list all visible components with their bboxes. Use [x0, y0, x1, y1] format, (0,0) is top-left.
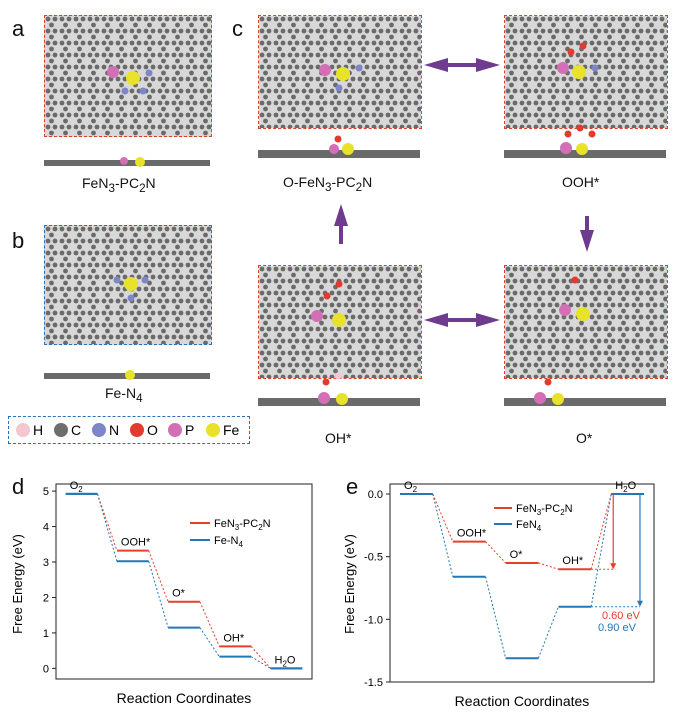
chart-d-xlabel: Reaction Coordinates [117, 690, 252, 706]
e-gap-arrowhead-2 [636, 600, 643, 607]
e-ytick-label: 0.0 [368, 489, 383, 501]
chart-d-legend-1: FeN3-PC2N [214, 518, 271, 532]
e-ytick-label: -0.5 [364, 552, 383, 564]
e-connector-2-4 [590, 493, 612, 607]
atom-legend-svg: H C N O P Fe [16, 422, 240, 438]
e-connector-1-3 [538, 562, 559, 570]
e-connector-1-4 [590, 493, 612, 570]
d-step-label: H2O [275, 654, 296, 668]
arrow-right-icon [424, 58, 500, 72]
lattice-svg [45, 16, 211, 136]
d-connector-2-2 [148, 561, 169, 628]
legend-o-label: O [147, 422, 158, 438]
ooh-caption: OOH* [562, 174, 600, 190]
panel-label-a: a [12, 16, 25, 41]
fen3-pc2n-side-view [44, 155, 210, 167]
d-ytick-label: 0 [43, 663, 49, 675]
arrow-left-icon [424, 313, 500, 327]
e-ytick-label: -1.5 [364, 677, 383, 689]
d-ytick-label: 2 [43, 592, 49, 604]
fen3-pc2n-caption: FeN3-PC2N [82, 175, 156, 195]
e-connector-1-2 [485, 541, 506, 564]
e-step-label: OOH* [457, 528, 487, 540]
panel-label-c: c [232, 16, 243, 41]
oh-star-side [258, 370, 420, 412]
chart-e-xlabel: Reaction Coordinates [455, 693, 590, 709]
oh-star-structure [258, 265, 422, 379]
d-connector-1-2 [148, 550, 169, 602]
e-step-label: O* [510, 549, 524, 561]
d-connector-2-3 [199, 627, 220, 657]
o-star-caption: O* [576, 430, 593, 446]
d-connector-1-3 [199, 601, 220, 647]
chart-d-plot-frame [55, 483, 313, 680]
arrow-up-icon [334, 204, 348, 244]
legend-p-dot [168, 423, 182, 437]
o-fen3-pc2n-caption: O-FeN3-PC2N [283, 174, 373, 194]
d-connector-2-4 [250, 656, 271, 669]
chart-e-legend-1: FeN3-PC2N [516, 503, 573, 517]
e-connector-1-1 [432, 493, 454, 542]
o-star-structure [504, 265, 668, 379]
chart-d-legend-2: Fe-N4 [214, 535, 243, 549]
panel-label-b: b [12, 228, 25, 253]
e-gap-arrowhead-1 [610, 563, 617, 570]
d-ytick-label: 1 [43, 628, 49, 640]
o-fen3-pc2n-side [258, 132, 420, 162]
legend-o-dot [130, 423, 144, 437]
d-step-label: OH* [223, 632, 245, 644]
fe-n4-caption: Fe-N4 [105, 385, 143, 405]
d-ytick-label: 5 [43, 486, 49, 498]
o-star-side [504, 372, 666, 412]
d-connector-1-4 [250, 646, 271, 669]
e-connector-2-2 [485, 576, 507, 659]
legend-c-dot [54, 423, 68, 437]
legend-h-dot [16, 423, 30, 437]
fe-n4-side-view [44, 368, 210, 380]
legend-fe-label: Fe [223, 422, 240, 438]
d-ytick-label: 3 [43, 557, 49, 569]
fen3-pc2n-top-view [44, 15, 212, 137]
e-step-label: O2 [404, 480, 418, 494]
chart-e-plot-frame [389, 483, 655, 683]
ooh-side [504, 120, 666, 162]
annotation-060: 0.60 eV [602, 610, 641, 622]
chart-e-ylabel: Free Energy (eV) [342, 534, 357, 634]
d-step-label: OOH* [121, 537, 151, 549]
chart-d-ylabel: Free Energy (eV) [10, 534, 25, 634]
oh-star-caption: OH* [325, 430, 352, 446]
legend-n-label: N [109, 422, 119, 438]
legend-p-label: P [185, 422, 194, 438]
arrow-down-icon [580, 216, 594, 252]
legend-c-label: C [71, 422, 81, 438]
annotation-090: 0.90 eV [598, 622, 637, 634]
phosphorus-atom [107, 66, 119, 78]
e-step-label: OH* [562, 555, 584, 567]
ooh-structure [504, 15, 668, 129]
legend-n-dot [92, 423, 106, 437]
d-connector-2-1 [96, 493, 118, 562]
chart-e-legend-2: FeN4 [516, 519, 542, 533]
panel-label-e: e [346, 474, 359, 499]
d-ytick-label: 4 [43, 522, 49, 534]
legend-h-label: H [33, 422, 43, 438]
e-connector-2-3 [537, 606, 559, 659]
e-step-label: H2O [615, 480, 636, 494]
iron-atom [126, 71, 140, 85]
e-ytick-label: -1.0 [364, 614, 383, 626]
d-step-label: O2 [70, 480, 84, 494]
fe-n4-top-view [44, 225, 212, 345]
d-step-label: O* [172, 588, 186, 600]
chart-d: 0 1 2 3 4 5 O2 OOH* O* OH* H2O Free Energy (eV) R… [10, 480, 313, 706]
chart-e: 0.0 -0.5 -1.0 -1.5 O2 OOH* O* OH* H2O Free Ener… [342, 480, 655, 709]
legend-fe-dot [206, 423, 220, 437]
atom-legend: H C N O P Fe [8, 416, 250, 444]
panel-label-d: d [12, 474, 25, 499]
o-fen3-pc2n-structure [258, 15, 422, 129]
